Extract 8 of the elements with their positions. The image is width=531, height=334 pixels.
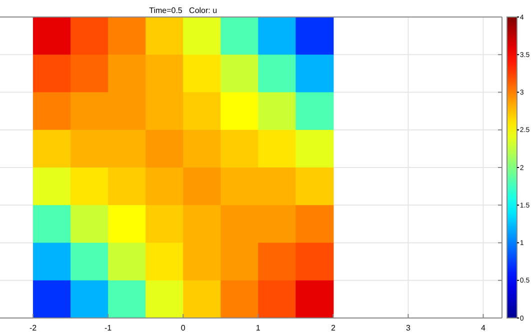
x-tick-label: 2 [330,324,336,333]
x-tick-label: -1 [104,324,112,333]
x-tick-label: 0 [180,324,186,333]
x-tick-label: -2 [29,324,38,333]
x-tick-label: 4 [481,324,486,333]
x-tick-label: 3 [406,324,411,333]
chart-title: Time=0.5 Color: u [149,6,218,15]
x-tick-label: 1 [256,324,261,333]
